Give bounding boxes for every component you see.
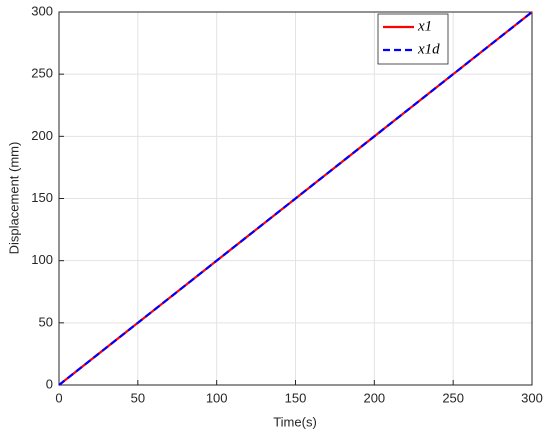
y-tick-label: 200	[31, 128, 53, 143]
legend-label: x1	[417, 18, 432, 34]
y-axis-label: Displacement (mm)	[6, 142, 21, 255]
x-tick-label: 150	[285, 390, 307, 405]
legend-box	[377, 13, 449, 65]
y-tick-label: 300	[31, 3, 53, 18]
legend-label: x1d	[417, 41, 440, 57]
series-line	[58, 11, 533, 386]
x-tick-label: 0	[55, 390, 62, 405]
plot-frame	[58, 11, 533, 386]
x-tick-label: 250	[442, 390, 464, 405]
x-tick-label: 200	[363, 390, 385, 405]
y-tick-label: 100	[31, 252, 53, 267]
x-axis-label: Time(s)	[273, 414, 317, 429]
y-tick-label: 0	[46, 376, 53, 391]
y-tick-label: 250	[31, 66, 53, 81]
x-tick-label: 300	[521, 390, 543, 405]
y-tick-label: 150	[31, 190, 53, 205]
x-tick-label: 50	[131, 390, 145, 405]
y-tick-label: 50	[39, 314, 53, 329]
x-tick-label: 100	[206, 390, 228, 405]
